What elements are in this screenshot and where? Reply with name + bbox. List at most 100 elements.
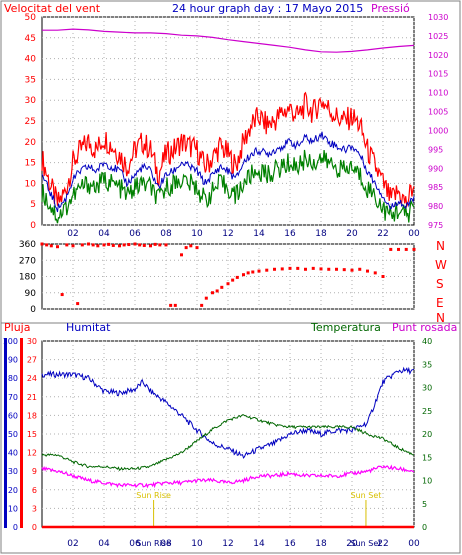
direction-point: [200, 303, 204, 307]
direction-point: [111, 243, 115, 247]
wind-xtick-label: 22: [377, 229, 388, 239]
direction-point: [164, 243, 168, 247]
rain-ytick-label: 30: [27, 337, 37, 346]
direction-point: [153, 242, 157, 246]
dew-point-label: Punt rosada: [392, 321, 457, 334]
direction-point: [319, 267, 323, 271]
temperature-series: [41, 414, 415, 471]
rain-ytick-label: 24: [27, 374, 37, 383]
climate-xtick-label: 08: [160, 539, 172, 549]
climate-xtick-label: 06: [129, 539, 141, 549]
wind-xtick-label: 16: [284, 229, 296, 239]
direction-point: [251, 270, 255, 274]
climate-xtick-label: 00: [408, 539, 420, 549]
pressure-ytick-label: 1020: [428, 51, 448, 60]
temperature-ytick-label: 5: [422, 500, 427, 509]
temperature-label: Temperatura: [310, 321, 381, 334]
humidity-ytick-label: 20: [8, 486, 18, 495]
temperature-ytick-label: 35: [422, 360, 432, 369]
climate-xtick-label: 12: [222, 539, 233, 549]
direction-point: [96, 244, 100, 248]
direction-point: [381, 275, 385, 278]
humidity-ytick-label: 80: [8, 374, 18, 383]
direction-point: [118, 244, 121, 248]
wind-min-series: [41, 149, 415, 224]
pressure-ytick-label: 1015: [428, 70, 448, 79]
humidity-ytick-label: 30: [8, 467, 18, 476]
compass-n-top: N: [436, 239, 445, 253]
compass-w: W: [435, 258, 447, 272]
direction-point: [327, 267, 331, 271]
wind-xtick-label: 12: [222, 229, 233, 239]
direction-point: [71, 244, 75, 248]
climate-xtick-label: 18: [315, 539, 327, 549]
pressure-ytick-label: 990: [428, 164, 443, 173]
humidity-axis-bar: [4, 338, 7, 528]
rain-ytick-label: 27: [27, 356, 37, 365]
wind-ytick-label: 40: [25, 55, 37, 65]
wind-xtick-label: 00: [408, 229, 420, 239]
temperature-ytick-label: 25: [422, 407, 432, 416]
direction-point: [173, 303, 177, 307]
humidity-ytick-label: 70: [8, 393, 18, 402]
pressure-series: [42, 28, 415, 53]
direction-point: [335, 267, 338, 271]
direction-point: [273, 267, 276, 271]
climate-xtick-label: 20: [346, 539, 358, 549]
direction-point: [389, 247, 393, 251]
temperature-ytick-label: 10: [422, 477, 432, 486]
climate-xtick-label: 04: [98, 539, 110, 549]
wind-xtick-label: 02: [67, 229, 78, 239]
direction-point: [180, 253, 183, 257]
direction-ytick-label: 0: [30, 305, 36, 315]
sunrise-axis-label: Sun Rise: [136, 539, 171, 548]
sunrise-label: Sun Rise: [136, 491, 171, 500]
direction-point: [169, 303, 173, 307]
direction-point: [280, 267, 284, 271]
temperature-ytick-label: 0: [422, 523, 427, 532]
wind-avg-series: [41, 131, 415, 213]
wind-xtick-label: 20: [346, 229, 358, 239]
direction-point: [235, 275, 239, 279]
temperature-ytick-label: 15: [422, 453, 432, 462]
wind-xtick-label: 06: [129, 229, 141, 239]
direction-point: [342, 268, 346, 272]
rain-ytick-label: 9: [32, 467, 37, 476]
direction-point: [49, 244, 53, 248]
climate-xtick-label: 22: [377, 539, 388, 549]
wind-ytick-label: 25: [25, 117, 36, 127]
direction-ytick-label: 180: [19, 273, 36, 283]
climate-xtick-label: 02: [67, 539, 78, 549]
humidity-series: [41, 366, 415, 459]
pressure-ytick-label: 1010: [428, 89, 448, 98]
temperature-ytick-label: 20: [422, 430, 432, 439]
direction-point: [311, 266, 315, 270]
direction-point: [220, 285, 224, 289]
direction-point: [412, 247, 416, 251]
direction-ytick-label: 360: [19, 240, 36, 250]
direction-point: [122, 243, 126, 247]
direction-point: [304, 267, 307, 271]
direction-point: [189, 244, 193, 248]
direction-point: [288, 266, 292, 270]
direction-point: [404, 247, 408, 251]
wind-ytick-label: 5: [30, 200, 36, 210]
direction-point: [56, 245, 59, 249]
wind-ytick-label: 10: [25, 179, 37, 189]
wind-xtick-label: 10: [191, 229, 203, 239]
direction-point: [158, 243, 162, 247]
direction-point: [149, 244, 152, 248]
wind-xtick-label: 18: [315, 229, 327, 239]
pressure-ytick-label: 1000: [428, 126, 448, 135]
chart-title: 24 hour graph day : 17 Mayo 2015: [172, 2, 363, 15]
direction-point: [242, 273, 245, 277]
rain-ytick-label: 18: [27, 411, 37, 420]
direction-point: [265, 268, 269, 272]
humidity-ytick-label: 10: [8, 504, 18, 513]
direction-point: [107, 242, 111, 246]
wind-ytick-label: 30: [25, 96, 37, 106]
humidity-label: Humitat: [66, 321, 111, 334]
direction-point: [195, 246, 199, 250]
